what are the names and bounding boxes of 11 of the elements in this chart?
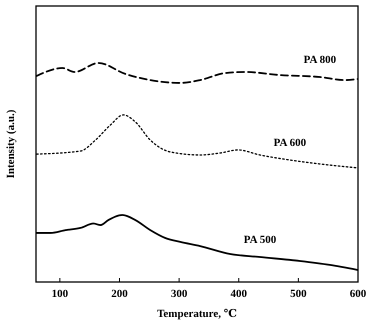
series-label: PA 800 bbox=[304, 54, 337, 66]
x-tick-label: 400 bbox=[230, 288, 248, 300]
y-axis-title: Intensity (a.u.) bbox=[5, 109, 17, 178]
series-label: PA 500 bbox=[244, 234, 277, 246]
x-tick-label: 600 bbox=[350, 288, 367, 300]
x-tick-label: 300 bbox=[170, 288, 188, 300]
series-label: PA 600 bbox=[274, 137, 307, 150]
x-tick-label: 200 bbox=[111, 288, 128, 300]
x-tick-label: 500 bbox=[290, 288, 308, 300]
x-axis-title: Temperature, ℃ bbox=[157, 308, 237, 320]
x-tick-label: 100 bbox=[52, 288, 69, 300]
